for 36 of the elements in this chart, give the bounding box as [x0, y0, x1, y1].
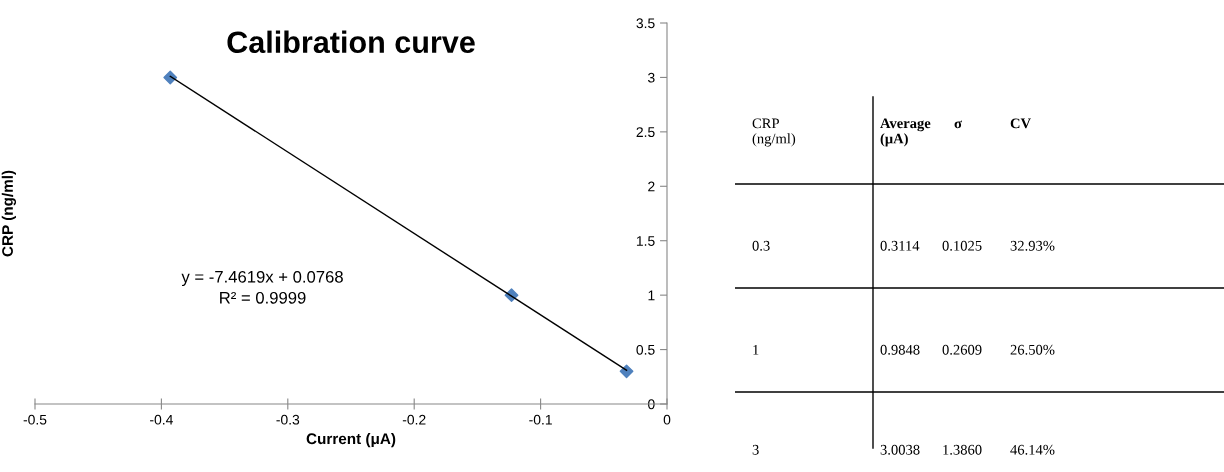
y-tick-label: 1.5 — [636, 236, 655, 246]
text: 46.14% — [1010, 444, 1055, 455]
y-axis-title: CRP (ng/ml) — [1, 170, 17, 257]
text: 32.93% — [1010, 240, 1055, 251]
y-tick-label: 3 — [648, 72, 655, 83]
text: 26.50% — [1010, 344, 1055, 355]
text: Average (μA) — [880, 118, 931, 147]
text: 0.2609 — [942, 344, 982, 355]
y-tick-label: 2 — [648, 181, 655, 192]
annotation: R² = 0.9999 — [220, 291, 306, 304]
x-tick-label: -0.1 — [529, 414, 552, 425]
annotation: y = -7.4619x + 0.0768 — [181, 270, 343, 287]
y-tick-label: 0.5 — [636, 344, 655, 355]
text: σ — [954, 120, 962, 129]
x-tick-label: -0.2 — [402, 414, 426, 425]
y-tick-label: 0 — [648, 399, 655, 410]
x-tick-label: -0.4 — [150, 414, 173, 425]
text: 1.3860 — [943, 444, 982, 455]
text: 0.3114 — [880, 240, 920, 251]
text: 1 — [753, 344, 759, 355]
text: 3 — [752, 444, 759, 455]
text: 0.9848 — [880, 344, 920, 355]
text: CRP (ng/ml) — [752, 118, 796, 147]
point — [619, 364, 634, 379]
chart-title: Calibration curve — [227, 30, 475, 54]
text: 0.3 — [752, 240, 770, 251]
y-tick-label: 3.5 — [636, 18, 655, 29]
text: CV — [1010, 118, 1031, 129]
text: 0.1025 — [942, 240, 982, 251]
x-tick-label: -0.3 — [276, 414, 300, 425]
x-tick-label: -0.5 — [23, 414, 47, 425]
x-tick-label: 0 — [663, 414, 671, 425]
y-tick-label: 1 — [648, 290, 655, 301]
x-axis-title: Current (μA) — [306, 432, 396, 448]
y-tick-label: 2.5 — [636, 127, 655, 138]
text: 3.0038 — [880, 444, 920, 455]
